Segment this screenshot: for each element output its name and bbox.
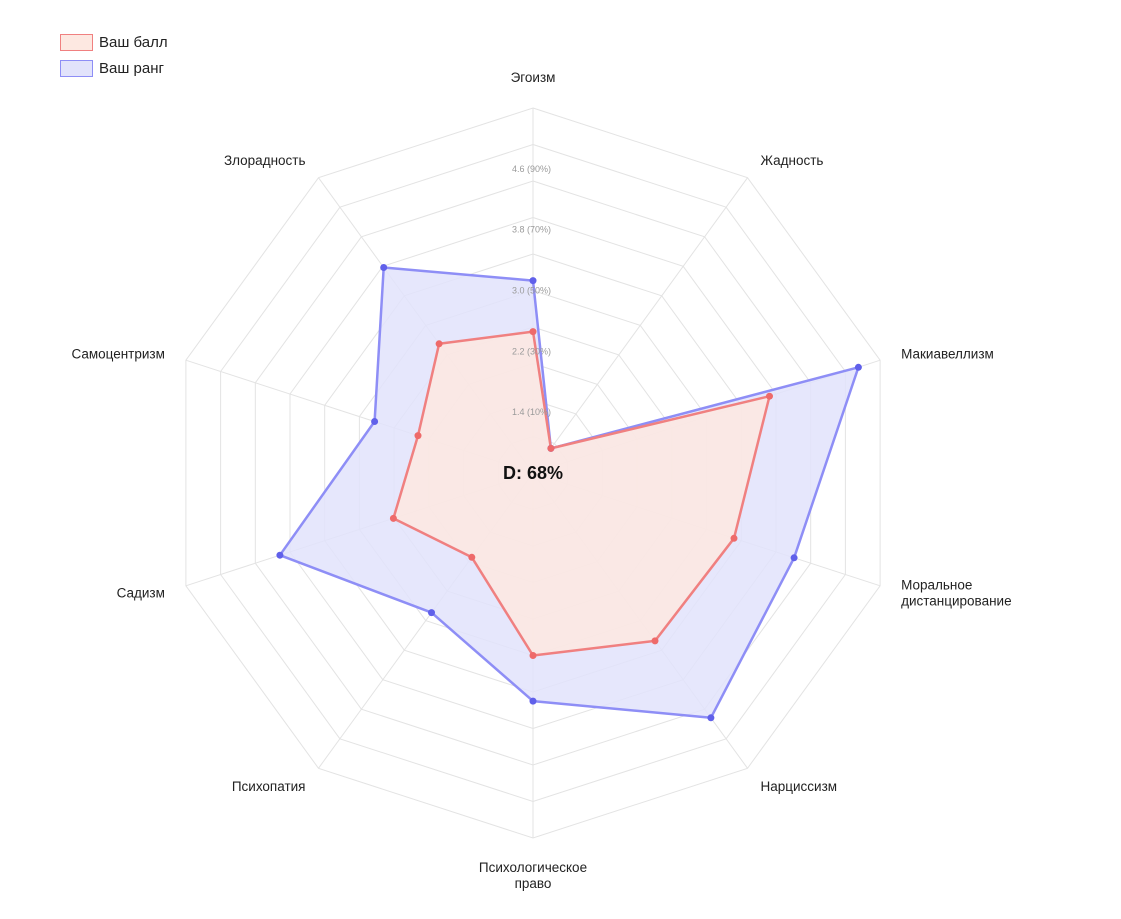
series-point-0 [766, 392, 773, 400]
series-point-0 [435, 340, 443, 348]
series-point-1 [529, 277, 537, 285]
axis-label: Садизм [117, 586, 165, 601]
series-point-1 [529, 697, 537, 705]
axis-label-line: Эгоизм [511, 70, 556, 85]
axis-label-line: дистанцирование [901, 594, 1012, 609]
tick-label: 1.4 (10%) [512, 407, 551, 417]
series-point-0 [651, 637, 659, 645]
axis-label: Злорадность [224, 153, 306, 168]
tick-label: 3.0 (50%) [512, 286, 551, 296]
axis-label-line: Нарциссизм [761, 779, 838, 794]
axis-label-line: право [515, 876, 552, 891]
grid-spoke [532, 177, 748, 474]
series-point-0 [414, 432, 422, 440]
axis-label-line: Жадность [761, 153, 824, 168]
series-point-1 [428, 609, 435, 617]
tick-label: 2.2 (30%) [512, 346, 551, 356]
axis-label: Самоцентризм [71, 346, 164, 361]
axis-label: Психопатия [232, 779, 306, 794]
axis-label-line: Садизм [117, 586, 165, 601]
series-point-1 [707, 714, 715, 722]
series-point-1 [790, 554, 798, 562]
axis-label: Жадность [761, 153, 824, 168]
series-point-0 [529, 652, 537, 659]
axis-label: Эгоизм [511, 70, 556, 85]
legend-item-rank[interactable]: Ваш ранг [60, 58, 168, 78]
series-point-0 [547, 444, 555, 452]
series-point-1 [854, 363, 862, 371]
series-point-0 [529, 328, 537, 336]
tick-label: 4.6 (90%) [512, 164, 551, 174]
series-point-0 [730, 534, 738, 542]
legend-label-rank: Ваш ранг [99, 59, 164, 77]
series-point-1 [276, 551, 284, 559]
axis-label: Нарциссизм [761, 779, 838, 794]
axis-label: Психологическое право [479, 860, 587, 891]
legend-item-score[interactable]: Ваш балл [60, 32, 168, 52]
series-point-0 [389, 514, 397, 522]
series-point-1 [371, 418, 379, 425]
legend-swatch-rank [60, 59, 93, 77]
axis-label-line: Психологическое [479, 860, 587, 875]
series-point-1 [380, 264, 388, 271]
axis-label-line: Психопатия [232, 779, 306, 794]
axis-label-line: Злорадность [224, 153, 306, 168]
axis-label-line: Самоцентризм [71, 346, 164, 361]
axis-label-line: Макиавеллизм [901, 346, 994, 361]
center-label: D: 68% [503, 463, 563, 483]
axis-label-line: Моральное [901, 578, 972, 593]
axis-label: Макиавеллизм [901, 346, 994, 361]
series-point-0 [468, 553, 476, 561]
tick-label: 3.8 (70%) [512, 225, 551, 235]
legend: Ваш балл Ваш ранг [60, 32, 168, 84]
axis-label: Моральное дистанцирование [901, 578, 1012, 609]
legend-swatch-score [60, 33, 93, 51]
legend-label-score: Ваш балл [99, 33, 168, 51]
